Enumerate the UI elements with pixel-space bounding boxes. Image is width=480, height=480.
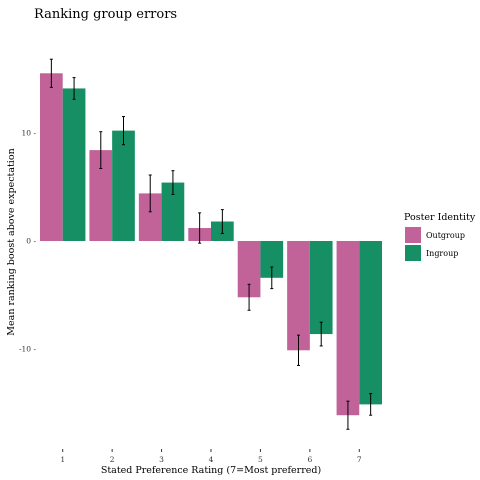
bar-outgroup-5 — [237, 241, 261, 298]
bar-ingroup-7 — [359, 241, 382, 405]
x-tick-label: 1 — [60, 455, 65, 464]
x-tick-label: 2 — [110, 455, 115, 464]
bar-ingroup-5 — [260, 241, 284, 278]
y-tick-label: 10 - — [22, 128, 37, 137]
y-axis-ticks: -10 - 0 - 10 - — [19, 128, 36, 353]
y-axis-label: Mean ranking boost above expectation — [6, 148, 17, 335]
bar-outgroup-6 — [287, 241, 310, 351]
bar-ingroup-6 — [309, 241, 333, 335]
legend-title: Poster Identity — [404, 212, 476, 223]
x-tick-label: 6 — [307, 455, 312, 464]
y-tick-label: 0 - — [26, 237, 36, 246]
legend-label-outgroup: Outgroup — [426, 231, 465, 240]
x-axis-label: Stated Preference Rating (7=Most preferr… — [101, 465, 321, 476]
legend: Poster Identity Outgroup Ingroup — [404, 212, 476, 261]
error-bars-layer — [49, 58, 373, 430]
bar-ingroup-2 — [112, 130, 135, 241]
bar-outgroup-3 — [138, 193, 162, 241]
x-tick-label: 7 — [357, 455, 362, 464]
x-axis-ticks: 1 2 3 4 5 6 7 — [60, 449, 362, 464]
bar-ingroup-1 — [62, 88, 86, 242]
legend-label-ingroup: Ingroup — [426, 249, 458, 258]
bar-outgroup-7 — [336, 241, 360, 416]
bar-ingroup-3 — [161, 182, 185, 241]
legend-swatch-outgroup — [405, 227, 421, 243]
x-tick-label: 4 — [209, 455, 214, 464]
bars-layer — [40, 73, 382, 416]
y-tick-label: -10 - — [19, 345, 36, 354]
bar-outgroup-2 — [89, 150, 113, 241]
bar-outgroup-1 — [40, 73, 63, 241]
chart-title: Ranking group errors — [34, 7, 177, 22]
legend-swatch-ingroup — [405, 245, 421, 261]
x-tick-label: 5 — [258, 455, 263, 464]
x-tick-label: 3 — [159, 455, 164, 464]
